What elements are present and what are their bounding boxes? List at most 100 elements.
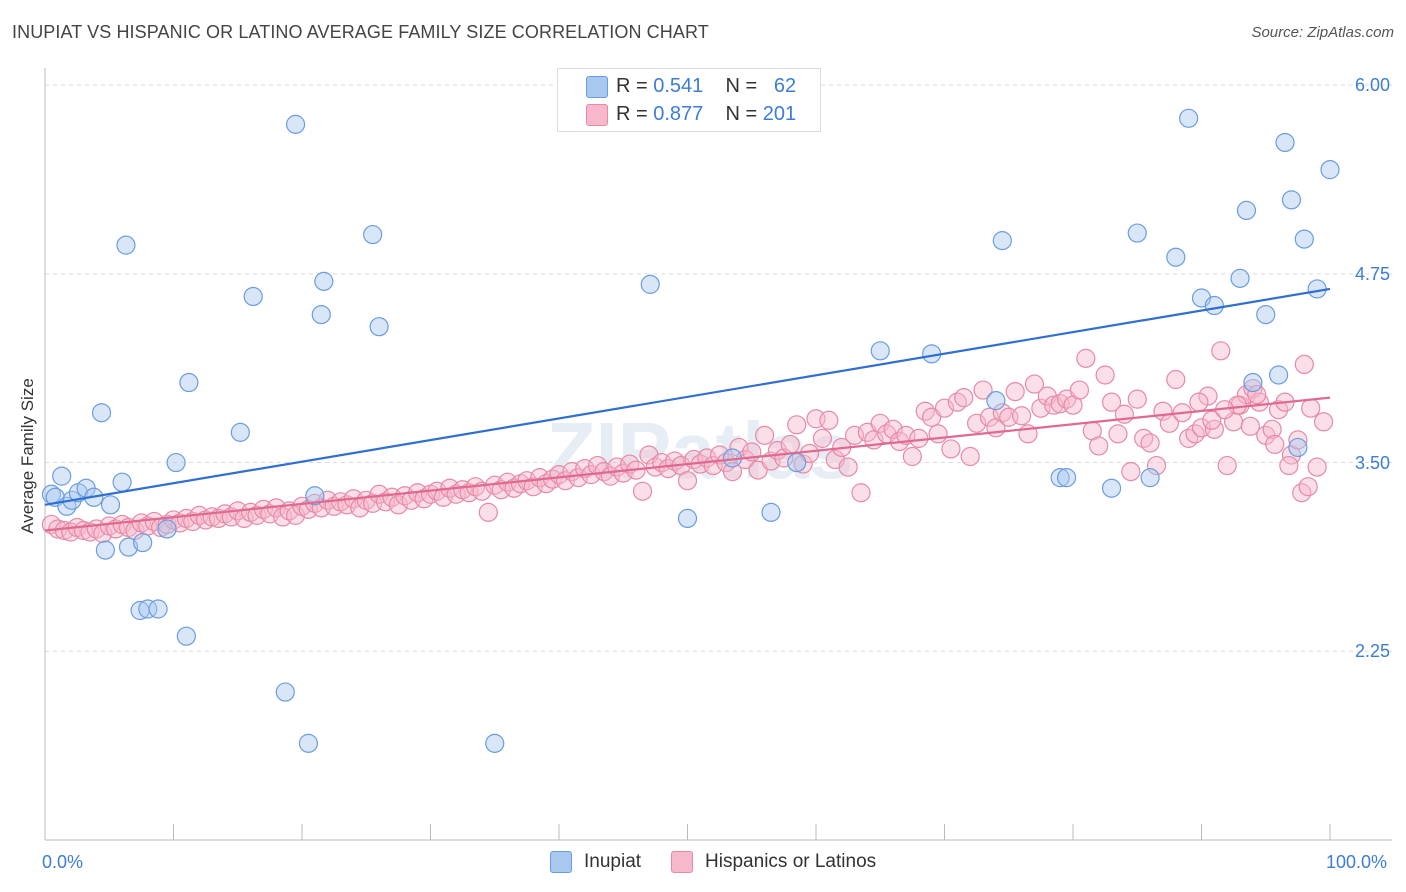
inupiat-point (1236, 200, 1257, 221)
inupiat-point (311, 304, 331, 325)
hispanic-point (1189, 392, 1209, 412)
inupiat-point (992, 231, 1012, 251)
series-inupiat-points (41, 108, 1340, 753)
inupiat-point (100, 495, 121, 515)
inupiat-point (761, 502, 781, 522)
hispanic-point (1005, 381, 1025, 402)
hispanic-point (729, 437, 749, 458)
legend-swatch-inupiat (586, 76, 608, 98)
inupiat-point (1127, 223, 1147, 243)
hispanic-point (812, 428, 833, 448)
hispanic-point (928, 424, 948, 444)
y-tick-label: 4.75 (1355, 263, 1391, 284)
hispanic-trend-line (44, 396, 1331, 532)
hispanic-point (787, 415, 807, 435)
inupiat-point (1281, 190, 1302, 210)
inupiat-point (166, 452, 186, 473)
inupiat-point (1294, 229, 1314, 249)
inupiat-point (1256, 304, 1276, 325)
hispanic-point (1262, 419, 1282, 439)
legend-r-label: R = (616, 74, 648, 97)
inupiat-point (986, 391, 1006, 411)
inupiat-point (1268, 365, 1289, 385)
bottom-legend: Inupiat Hispanics or Latinos (550, 851, 906, 873)
inupiat-point (640, 274, 660, 294)
hispanic-point (1011, 406, 1032, 426)
inupiat-point (176, 626, 196, 646)
hispanic-point (1313, 412, 1334, 432)
hispanic-point (1240, 416, 1260, 436)
inupiat-point (1320, 160, 1340, 180)
legend-swatch-hispanics (586, 104, 608, 126)
hispanic-point (1069, 380, 1090, 400)
inupiat-point (1204, 295, 1224, 316)
hispanic-point (478, 502, 498, 522)
legend-n-value: 62 (773, 74, 797, 97)
hispanic-point (1089, 436, 1109, 456)
inupiat-point (363, 224, 383, 245)
grid-lines (45, 84, 1392, 652)
hispanic-point (1294, 354, 1314, 375)
hispanic-point (1101, 392, 1122, 412)
hispanic-point (973, 380, 993, 400)
hispanic-point (851, 483, 871, 503)
inupiat-point (138, 599, 158, 619)
inupiat-point (1101, 478, 1122, 498)
inupiat-point (1243, 372, 1263, 393)
y-axis-title: Average Family Size (18, 378, 37, 534)
inupiat-point (1166, 247, 1186, 267)
hispanic-point (1095, 365, 1115, 385)
hispanic-point (1202, 410, 1222, 430)
axes (44, 68, 1392, 841)
trend-lines (44, 287, 1331, 532)
hispanic-point (1247, 385, 1267, 405)
legend-r-label: R = (616, 102, 648, 125)
hispanic-point (902, 446, 922, 467)
y-tick-label: 2.25 (1355, 641, 1391, 662)
hispanic-point (838, 457, 858, 477)
hispanic-point (1121, 462, 1141, 482)
source-label: Source: ZipAtlas.com (1251, 24, 1394, 41)
inupiat-point (1050, 468, 1070, 488)
bottom-legend-label: Hispanics or Latinos (705, 851, 877, 872)
inupiat-point (305, 486, 325, 506)
inupiat-point (1056, 468, 1077, 488)
bottom-legend-swatch-hispanics (671, 851, 694, 873)
hispanic-point (954, 388, 974, 408)
x-tick-label-max: 100.0% (1326, 852, 1388, 872)
bottom-legend-swatch-inupiat (550, 851, 572, 873)
inupiat-point (1230, 268, 1250, 288)
inupiat-point (133, 532, 153, 553)
legend-r-value: 0.541 (653, 74, 704, 97)
hispanic-point (793, 454, 813, 474)
hispanic-point (754, 425, 775, 445)
hispanic-point (1146, 455, 1167, 476)
inupiat-point (485, 733, 505, 753)
hispanic-point (1211, 341, 1231, 361)
inupiat-point (1288, 437, 1308, 458)
hispanic-point (941, 439, 961, 459)
inupiat-point (52, 466, 72, 486)
inupiat-point (148, 599, 168, 619)
inupiat-point (870, 341, 890, 361)
hispanic-point (1127, 389, 1147, 409)
inupiat-point (1275, 132, 1295, 153)
inupiat-point (285, 114, 306, 134)
hispanic-point (1108, 424, 1128, 444)
hispanic-point (1288, 430, 1308, 450)
inupiat-point (91, 403, 112, 423)
hispanic-point (960, 446, 980, 467)
bottom-legend-hispanics: Hispanics or Latinos (671, 851, 876, 873)
series-hispanics-points (41, 341, 1334, 544)
hispanic-point (1076, 348, 1096, 368)
hispanic-point (780, 434, 800, 455)
inupiat-point (116, 235, 136, 255)
legend-r-value: 0.877 (653, 102, 704, 125)
inupiat-trend-line (44, 287, 1331, 506)
hispanic-point (1140, 433, 1160, 453)
inupiat-point (112, 472, 132, 492)
y-tick-label: 6.00 (1355, 75, 1391, 96)
inupiat-point (1140, 468, 1160, 488)
inupiat-point (157, 519, 177, 539)
